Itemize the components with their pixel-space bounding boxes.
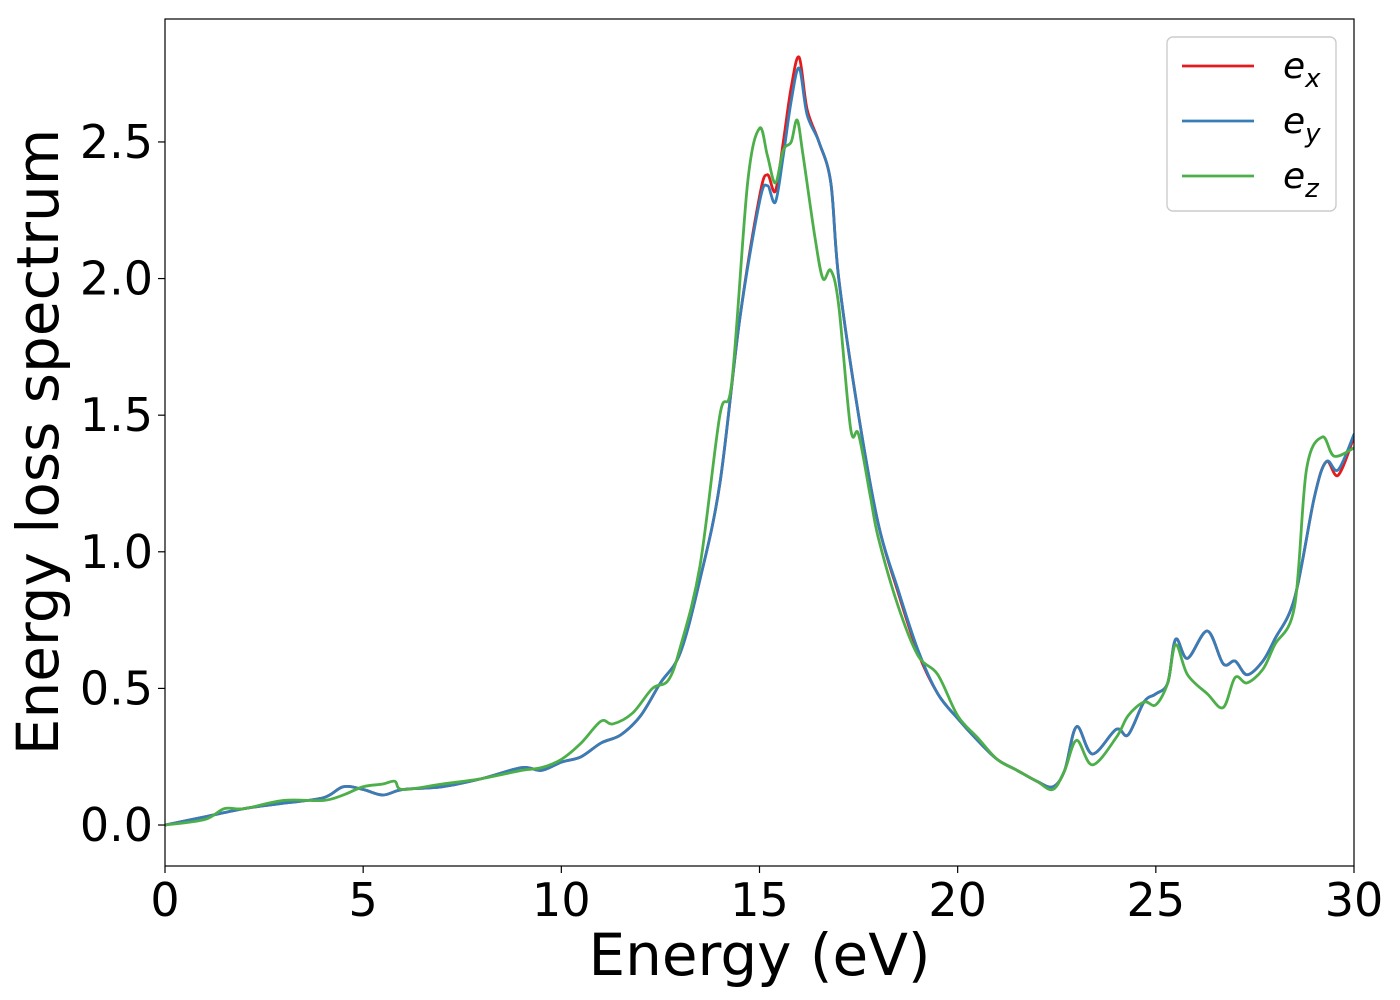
y-tick-label: 2.5 [80,115,153,169]
y-tick-label: 1.0 [80,525,153,579]
y-axis-ticks: 0.0 0.5 1.0 1.5 2.0 2.5 [80,115,165,852]
x-tick-label: 0 [150,873,179,927]
x-tick-label: 30 [1325,873,1384,927]
y-tick-label: 1.5 [80,388,153,442]
plot-area [165,19,1354,866]
series-layer [165,55,1354,827]
y-axis-title: Energy loss spectrum [4,129,72,755]
x-tick-label: 25 [1127,873,1186,927]
series-line-e-z [165,118,1354,827]
x-tick-label: 10 [532,873,591,927]
x-tick-label: 5 [349,873,378,927]
y-tick-label: 0.0 [80,798,153,852]
x-axis-title: Energy (eV) [588,921,930,989]
x-tick-label: 15 [730,873,789,927]
x-tick-label: 20 [928,873,987,927]
y-tick-label: 0.5 [80,661,153,715]
series-line-e-y [165,66,1354,827]
x-axis-ticks: 0 5 10 15 20 25 30 [150,866,1383,927]
legend-box [1166,36,1337,212]
y-tick-label: 2.0 [80,252,153,306]
